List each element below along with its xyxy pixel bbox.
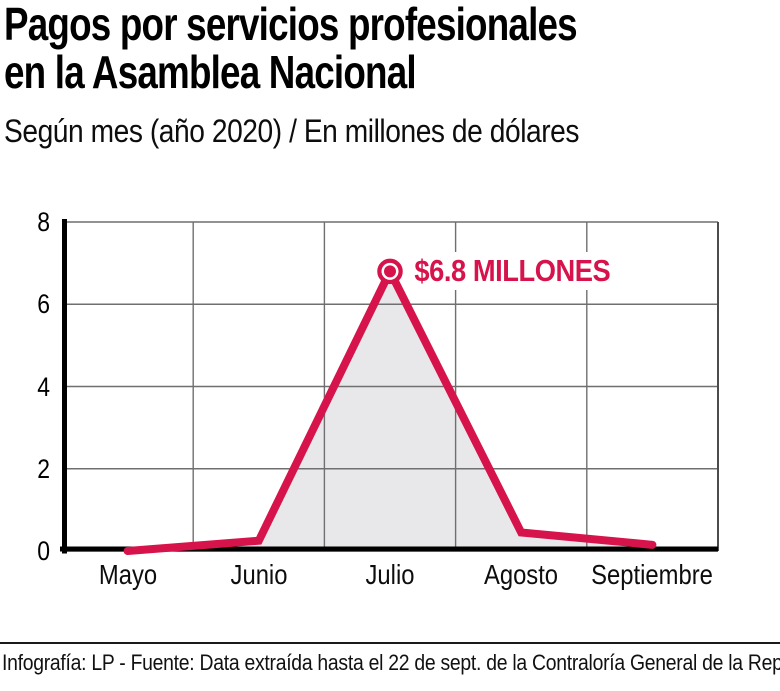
series-area-fill [127,271,653,551]
peak-value-callout: $6.8 MILLONES [410,252,617,291]
page-subtitle: Según mes (año 2020) / En millones de dó… [4,113,580,149]
peak-marker-ring [377,258,403,285]
x-tick-label-agosto: Agosto [484,559,559,590]
x-tick-label-septiembre: Septiembre [591,559,714,590]
x-tick-label-junio: Junio [230,559,288,590]
footer-divider [0,642,780,644]
chart-plot-area [60,219,719,555]
peak-marker-dot [384,265,396,278]
footer-credit: Infografía: LP - Fuente: Data extraída h… [2,650,780,675]
y-tick-label-0: 0 [37,536,50,566]
y-tick-label-8: 8 [37,207,50,237]
y-tick-label-2: 2 [37,453,50,484]
area-line-chart [60,219,719,555]
x-tick-label-julio: Julio [365,559,415,590]
y-tick-label-4: 4 [37,371,50,402]
page-title: Pagos por servicios profesionales en la … [4,0,578,98]
x-tick-label-mayo: Mayo [98,559,157,590]
y-tick-label-6: 6 [37,289,50,320]
